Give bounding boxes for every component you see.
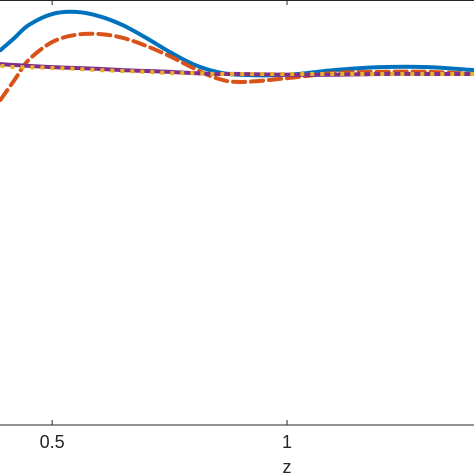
x-axis-label: z [283, 457, 292, 474]
line-series [0, 62, 474, 77]
x-tick-label: 1 [282, 432, 292, 452]
line-series [0, 9, 474, 78]
line-series [0, 31, 474, 102]
x-tick-label: 0.5 [40, 432, 65, 452]
